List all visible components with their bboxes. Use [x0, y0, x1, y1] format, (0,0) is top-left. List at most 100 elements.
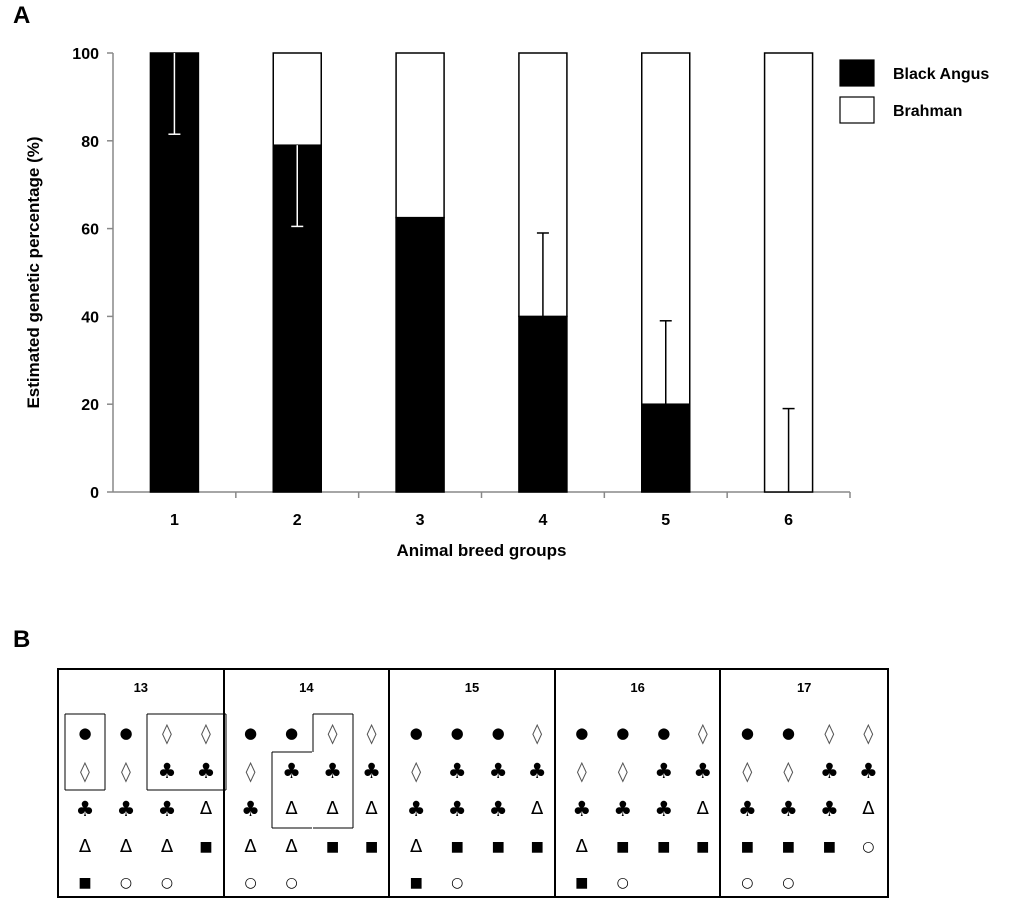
diamond-symbol: ◊ — [576, 759, 587, 783]
pen-number: 17 — [796, 680, 812, 695]
delta-symbol: Δ — [696, 798, 709, 819]
square-symbol: ■ — [696, 839, 710, 855]
square-symbol: ■ — [822, 839, 836, 855]
y-axis-label: Estimated genetic percentage (%) — [24, 136, 43, 408]
diamond-symbol: ◊ — [617, 759, 628, 783]
diamond-symbol: ◊ — [201, 721, 211, 745]
diamond-symbol: ◊ — [532, 721, 543, 745]
delta-symbol: Δ — [119, 836, 133, 857]
y-tick-label: 20 — [81, 397, 99, 414]
delta-symbol: Δ — [244, 836, 257, 857]
diamond-symbol: ◊ — [697, 721, 708, 745]
club-symbol: ♣ — [613, 797, 633, 821]
dot-symbol: ● — [616, 724, 630, 742]
club-symbol: ♣ — [819, 797, 839, 821]
ring-symbol: ○ — [616, 875, 629, 891]
dot-symbol: ● — [285, 724, 299, 742]
square-symbol: ■ — [575, 875, 589, 891]
legend-swatch — [839, 96, 875, 124]
ring-symbol: ○ — [862, 839, 875, 855]
legend-label: Brahman — [893, 103, 962, 120]
x-tick-label: 4 — [538, 512, 547, 529]
club-symbol: ♣ — [654, 759, 674, 783]
diamond-symbol: ◊ — [245, 759, 256, 783]
delta-symbol: Δ — [326, 798, 339, 819]
ring-symbol: ○ — [741, 875, 754, 891]
x-axis-label: Animal breed groups — [396, 541, 566, 560]
delta-symbol: Δ — [78, 836, 92, 857]
x-tick-label: 6 — [784, 512, 793, 529]
bar-black-angus — [395, 216, 445, 493]
dot-symbol: ● — [409, 724, 423, 742]
club-symbol: ♣ — [858, 759, 878, 783]
bar-brahman — [272, 52, 322, 146]
pen-number: 15 — [464, 680, 480, 695]
square-symbol: ■ — [325, 839, 340, 855]
diamond-symbol: ◊ — [121, 759, 131, 783]
dot-symbol: ● — [78, 724, 92, 742]
club-symbol: ♣ — [572, 797, 592, 821]
panel-a-label: A — [13, 2, 31, 29]
ring-symbol: ○ — [285, 875, 298, 891]
square-symbol: ■ — [78, 875, 92, 891]
delta-symbol: Δ — [285, 836, 298, 857]
club-symbol: ♣ — [241, 797, 260, 821]
bar-chart: 0 20 40 60 80 100 1 2 3 4 5 6 Animal breed groups Est… — [24, 46, 989, 560]
pen-number: 16 — [630, 680, 645, 695]
club-symbol: ♣ — [157, 797, 177, 821]
diamond-symbol: ◊ — [863, 721, 874, 745]
delta-symbol: Δ — [531, 798, 544, 819]
diamond-symbol: ◊ — [80, 759, 90, 783]
club-symbol: ♣ — [323, 759, 342, 783]
legend-label: Black Angus — [893, 66, 989, 83]
square-symbol: ■ — [740, 839, 754, 855]
square-symbol: ■ — [530, 839, 544, 855]
square-symbol: ■ — [491, 839, 505, 855]
pen-14: 14 ● ● ◊ ◊ ◊ ♣ ♣ ♣ ♣ Δ Δ Δ Δ Δ ■ ■ ○ ○ — [225, 670, 391, 896]
club-symbol: ♣ — [196, 759, 216, 783]
diamond-symbol: ◊ — [162, 721, 172, 745]
x-tick-label: 2 — [293, 512, 302, 529]
square-symbol: ■ — [657, 839, 671, 855]
club-symbol: ♣ — [488, 759, 508, 783]
dot-symbol: ● — [575, 724, 589, 742]
club-symbol: ♣ — [75, 797, 95, 821]
dot-symbol: ● — [740, 724, 754, 742]
delta-symbol: Δ — [160, 836, 174, 857]
diamond-symbol: ◊ — [366, 721, 377, 745]
bar-black-angus — [518, 315, 568, 493]
pen-17: 17 ● ● ◊ ◊ ◊ ◊ ♣ ♣ ♣ ♣ ♣ Δ ■ ■ ■ ○ ○ ○ — [721, 670, 887, 896]
delta-symbol: Δ — [365, 798, 378, 819]
bar-black-angus — [641, 403, 691, 493]
ring-symbol: ○ — [160, 875, 174, 891]
club-symbol: ♣ — [362, 759, 381, 783]
club-symbol: ♣ — [157, 759, 177, 783]
y-tick-label: 40 — [81, 309, 99, 326]
delta-symbol: Δ — [410, 836, 423, 857]
club-symbol: ♣ — [447, 759, 467, 783]
club-symbol: ♣ — [282, 759, 301, 783]
ring-symbol: ○ — [782, 875, 795, 891]
club-symbol: ♣ — [116, 797, 136, 821]
club-symbol: ♣ — [654, 797, 674, 821]
diamond-symbol: ◊ — [824, 721, 835, 745]
x-tick-label: 3 — [416, 512, 425, 529]
ring-symbol: ○ — [119, 875, 133, 891]
club-symbol: ♣ — [406, 797, 426, 821]
pen-number: 13 — [133, 680, 149, 695]
dot-symbol: ● — [781, 724, 795, 742]
pen-number: 14 — [299, 680, 314, 695]
diamond-symbol: ◊ — [327, 721, 338, 745]
ring-symbol: ○ — [244, 875, 257, 891]
dot-symbol: ● — [491, 724, 505, 742]
square-symbol: ■ — [616, 839, 630, 855]
pen-13: 13 ● ● ◊ ◊ ◊ ◊ ♣ ♣ ♣ ♣ ♣ Δ Δ Δ Δ ■ ■ ○ ○ — [59, 670, 227, 896]
dot-symbol: ● — [119, 724, 133, 742]
dot-symbol: ● — [244, 724, 258, 742]
club-symbol: ♣ — [693, 759, 713, 783]
square-symbol: ■ — [409, 875, 423, 891]
square-symbol: ■ — [364, 839, 379, 855]
club-symbol: ♣ — [488, 797, 508, 821]
panel-b-label: B — [13, 626, 31, 653]
pen-16: 16 ● ● ● ◊ ◊ ◊ ♣ ♣ ♣ ♣ ♣ Δ Δ ■ ■ ■ ■ ○ — [556, 670, 722, 896]
